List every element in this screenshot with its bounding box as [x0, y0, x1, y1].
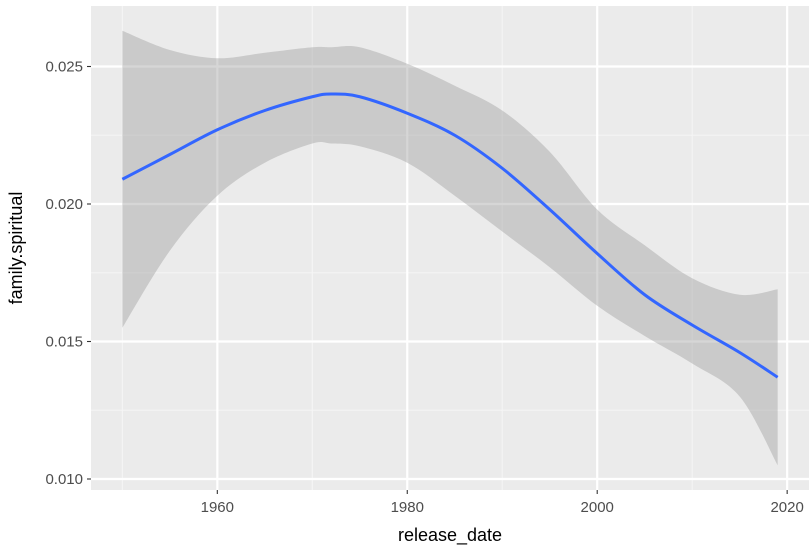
panel-background [91, 6, 809, 490]
x-tick-label: 2000 [581, 499, 614, 516]
y-axis-ticks: 0.010 0.015 0.020 0.025 [45, 59, 91, 488]
confidence-ribbon [122, 30, 778, 466]
smooth-fit-line [121, 92, 779, 379]
confidence-band [122, 30, 778, 466]
y-tick-label: 0.010 [45, 471, 83, 488]
x-axis-ticks: 1960 1980 2000 2020 [201, 490, 804, 516]
x-axis-title: release_date [398, 525, 502, 546]
x-tick-label: 2020 [770, 499, 803, 516]
y-tick-label: 0.015 [45, 334, 83, 351]
grid-major [91, 6, 809, 490]
x-tick-label: 1980 [391, 499, 424, 516]
y-tick-label: 0.025 [45, 59, 83, 76]
x-tick-label: 1960 [201, 499, 234, 516]
y-tick-label: 0.020 [45, 196, 83, 213]
smooth-line [121, 92, 779, 379]
grid-minor [91, 6, 809, 490]
y-axis-title: family.spiritual [6, 192, 26, 305]
